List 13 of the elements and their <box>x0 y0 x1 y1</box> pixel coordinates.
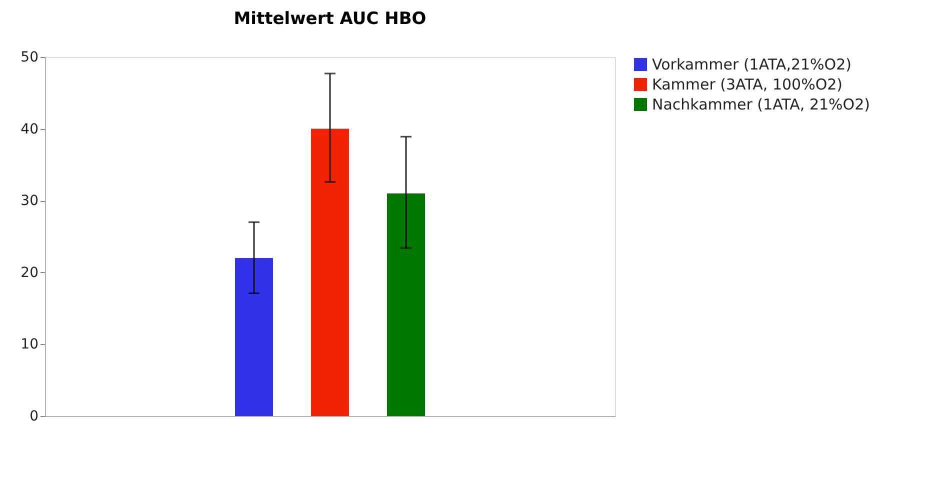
y-tick-label: 30 <box>20 193 38 210</box>
bar <box>387 193 425 416</box>
y-tick-label: 40 <box>20 121 38 138</box>
legend-label: Nachkammer (1ATA, 21%O2) <box>652 96 870 114</box>
y-tick-label: 10 <box>20 336 38 353</box>
bar <box>311 128 349 416</box>
y-tick-label: 0 <box>30 408 38 424</box>
legend-label: Kammer (3ATA, 100%O2) <box>652 76 843 94</box>
chart-title: Mittelwert AUC HBO <box>234 9 426 29</box>
legend-label: Vorkammer (1ATA,21%O2) <box>652 56 852 74</box>
y-tick-label: 20 <box>20 264 38 281</box>
bar <box>235 258 273 416</box>
y-tick-label: 50 <box>20 50 38 66</box>
